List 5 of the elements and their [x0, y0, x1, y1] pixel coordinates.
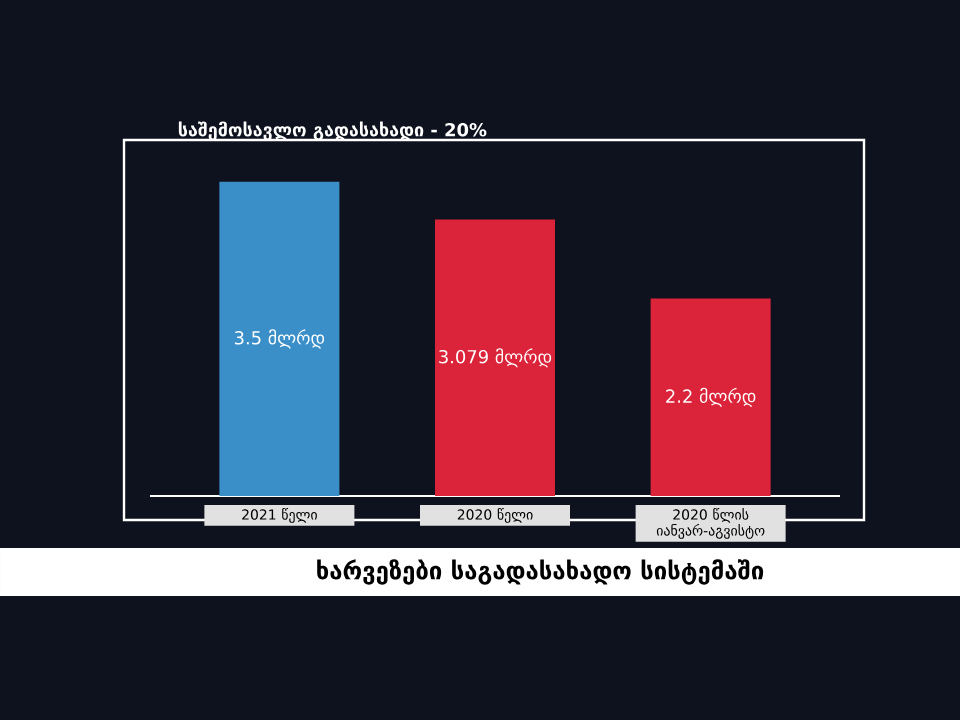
chart-title: საშემოსავლო გადასახადი - 20% — [178, 121, 487, 141]
text: ხარვეზები საგადასახადო სისტემაში — [317, 559, 764, 585]
data-label: 3.079 მლრდ — [439, 348, 552, 368]
data-label: 3.5 მლრდ — [234, 329, 325, 349]
data-label: 2.2 მლრდ — [666, 387, 756, 407]
